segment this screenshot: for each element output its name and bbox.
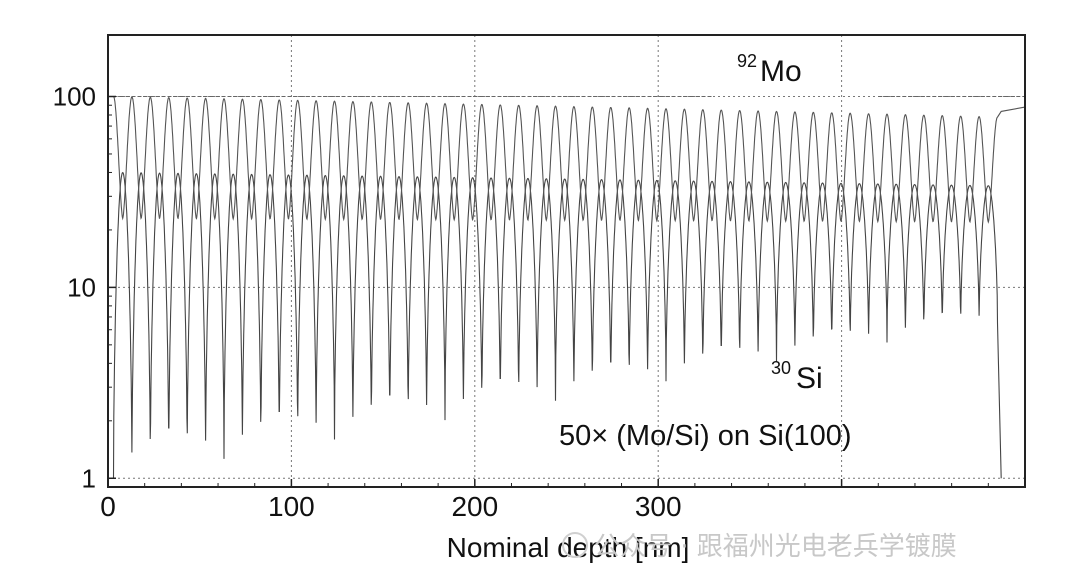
series-label-si-element: Si [796, 362, 823, 395]
series-line-si [112, 171, 1002, 479]
series-label-mo-element: Mo [760, 55, 802, 88]
wechat-icon [562, 532, 588, 558]
x-tick-label: 300 [635, 491, 682, 522]
series-label-si-mass: 30 [771, 358, 791, 378]
sample-label: 50× (Mo/Si) on Si(100) [559, 420, 852, 452]
x-tick-label: 0 [100, 491, 116, 522]
watermark-text: 公众号 · 跟福州光电老兵学镀膜 [594, 532, 957, 562]
series-layer [112, 96, 1026, 479]
y-tick-label: 100 [53, 82, 96, 112]
series-label-mo-mass: 92 [737, 51, 757, 71]
y-tick-label: 1 [82, 463, 96, 493]
series-label-si: 30 Si [771, 358, 823, 395]
series-line-mo [113, 96, 1026, 224]
x-tick-label: 200 [451, 491, 498, 522]
plot-frame [107, 34, 1026, 488]
axes [107, 34, 1026, 488]
series-label-mo: 92 Mo [737, 51, 802, 88]
grid [108, 35, 1025, 487]
watermark: 公众号 · 跟福州光电老兵学镀膜 [562, 532, 957, 562]
tick-labels: 1 10 100 0 100 200 300 [53, 82, 682, 522]
x-axis-title: Nominal depth [nm] [447, 532, 690, 563]
x-tick-label: 100 [268, 491, 315, 522]
y-tick-label: 10 [67, 272, 96, 302]
